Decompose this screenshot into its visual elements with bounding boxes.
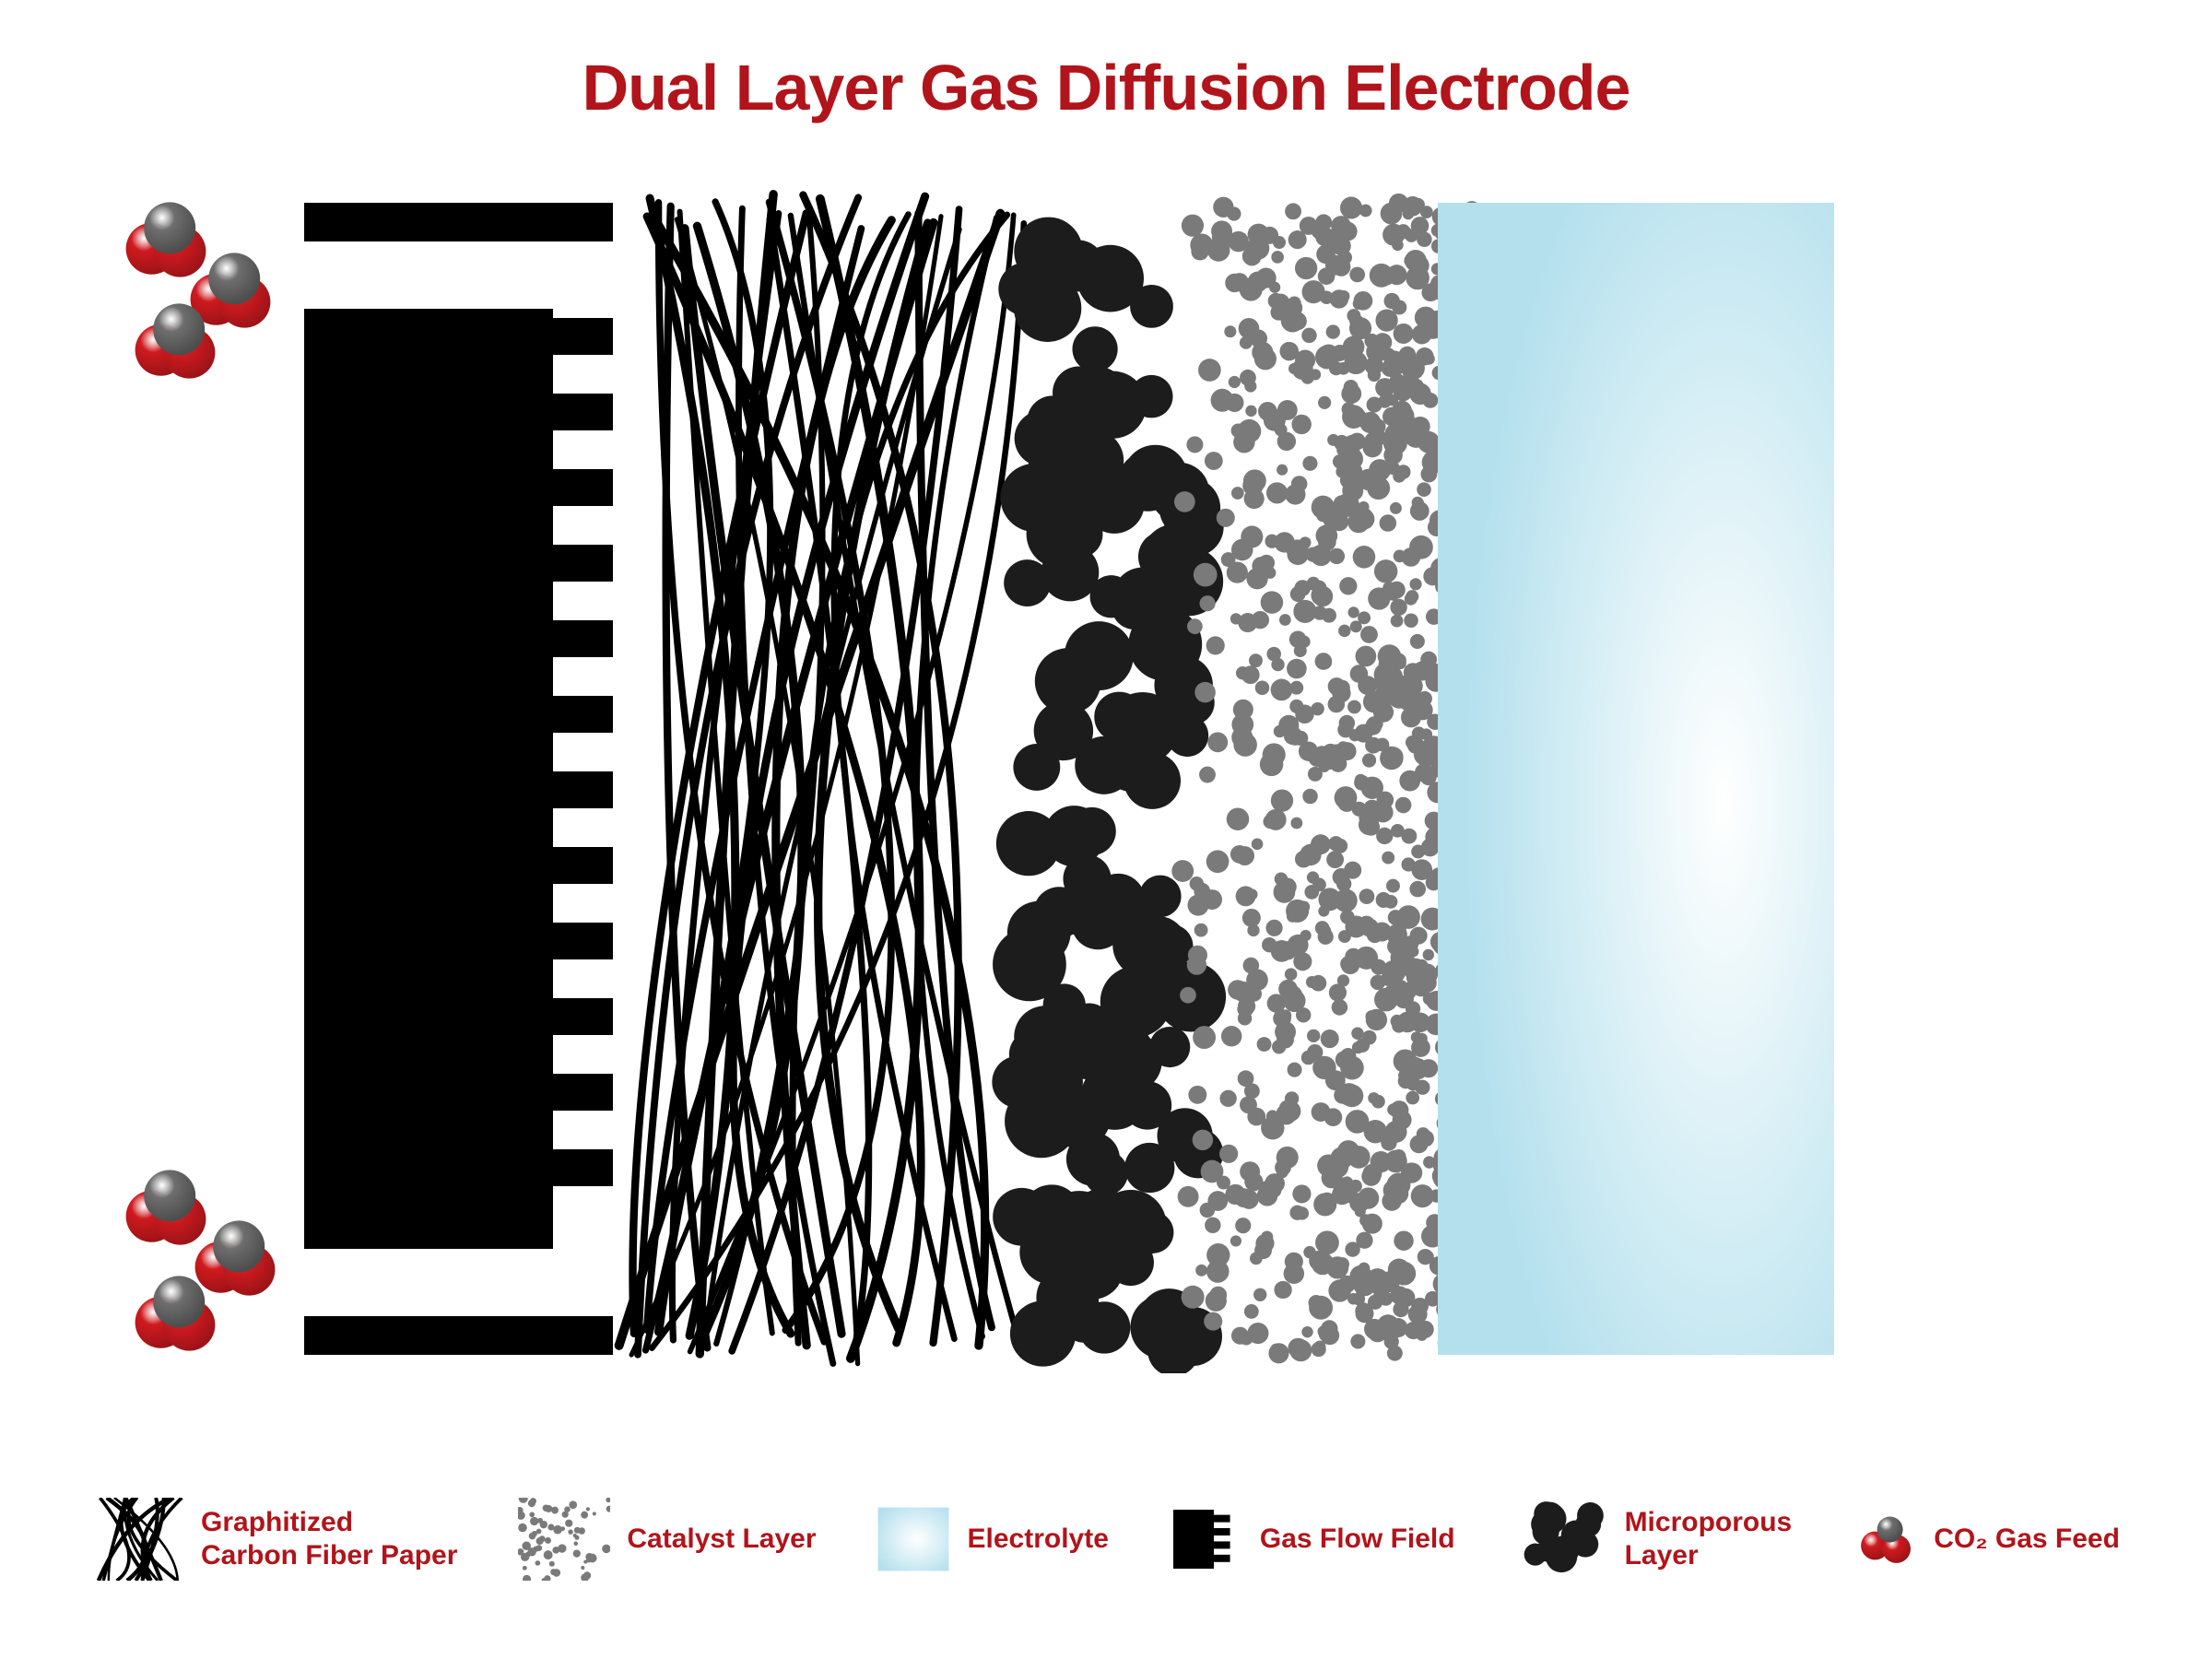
diagram-area bbox=[92, 184, 2120, 1373]
legend-item-flowfield: Gas Flow Field bbox=[1170, 1498, 1455, 1581]
legend: Graphitized Carbon Fiber Paper Catalyst L… bbox=[92, 1475, 2120, 1604]
legend-item-fiber: Graphitized Carbon Fiber Paper bbox=[92, 1498, 457, 1581]
legend-item-microporous: Microporous Layer bbox=[1516, 1498, 1793, 1581]
co2-gas-feed bbox=[126, 202, 276, 1350]
page-title: Dual Layer Gas Diffusion Electrode bbox=[0, 51, 2212, 124]
legend-label-co2: CO₂ Gas Feed bbox=[1934, 1523, 2120, 1556]
carbon-fiber-layer bbox=[619, 194, 1024, 1364]
diagram-svg bbox=[92, 184, 2120, 1373]
legend-label-microporous: Microporous Layer bbox=[1625, 1506, 1793, 1572]
page-root: Dual Layer Gas Diffusion Electrode Graph… bbox=[0, 0, 2212, 1659]
legend-label-catalyst: Catalyst Layer bbox=[627, 1523, 816, 1556]
legend-swatch-flowfield bbox=[1170, 1498, 1243, 1581]
legend-item-electrolyte: Electrolyte bbox=[877, 1498, 1108, 1581]
legend-item-catalyst: Catalyst Layer bbox=[518, 1498, 816, 1581]
legend-swatch-catalyst bbox=[518, 1498, 610, 1581]
legend-swatch-electrolyte bbox=[877, 1498, 950, 1581]
legend-label-fiber: Graphitized Carbon Fiber Paper bbox=[201, 1506, 457, 1572]
flow-field bbox=[304, 203, 613, 1355]
legend-item-co2: CO₂ Gas Feed bbox=[1853, 1498, 2120, 1581]
legend-label-flowfield: Gas Flow Field bbox=[1260, 1523, 1455, 1556]
electrolyte-layer bbox=[1438, 203, 1834, 1355]
legend-label-electrolyte: Electrolyte bbox=[967, 1523, 1108, 1556]
legend-swatch-fiber bbox=[92, 1498, 184, 1581]
legend-swatch-microporous bbox=[1516, 1498, 1608, 1581]
legend-swatch-co2 bbox=[1853, 1498, 1917, 1581]
